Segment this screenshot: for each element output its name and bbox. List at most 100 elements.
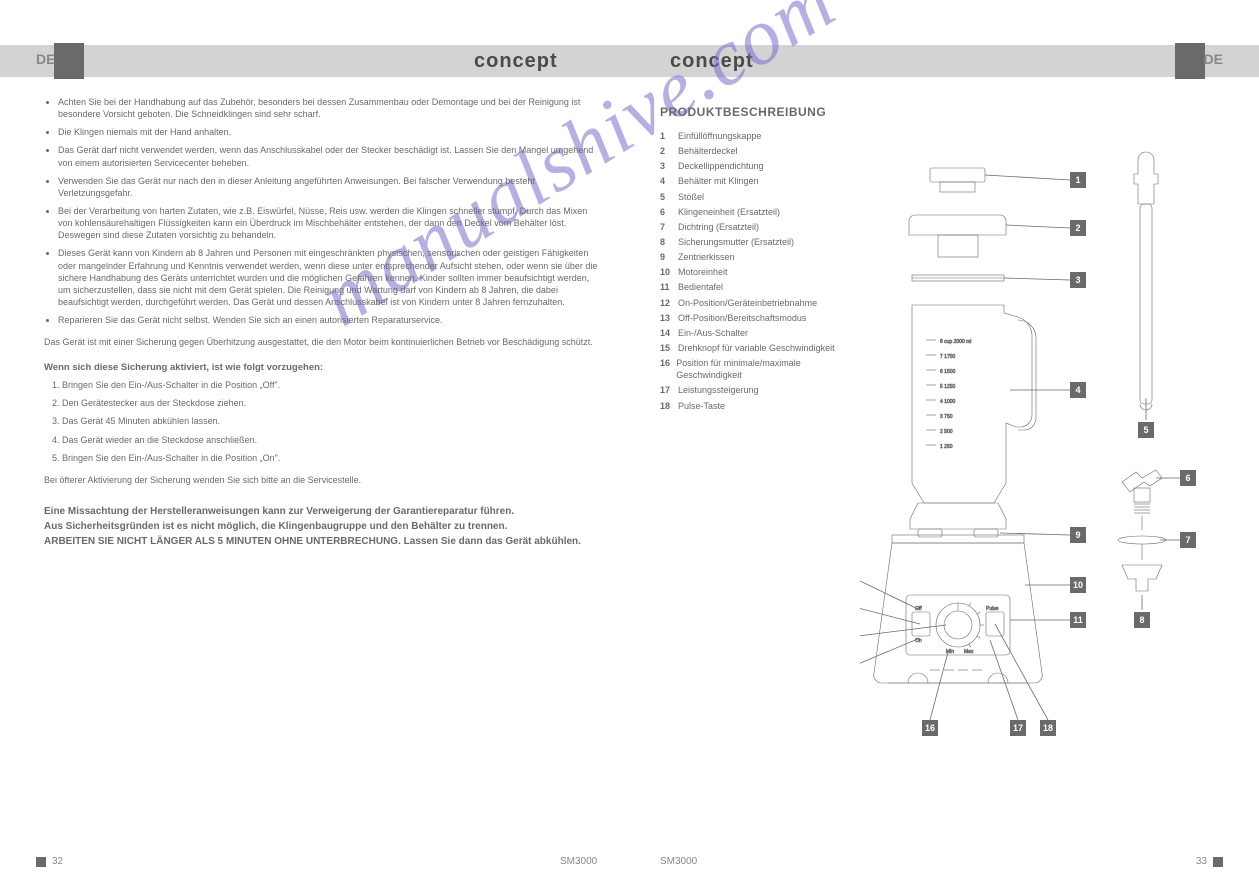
safety-bullet: Das Gerät darf nicht verwendet werden, w… — [58, 144, 604, 168]
legend-key: 9 — [660, 251, 678, 263]
legend-row: 15Drehknopf für variable Geschwindigkeit — [660, 342, 850, 354]
fuse-step: Bringen Sie den Ein-/Aus-Schalter in die… — [62, 452, 604, 464]
legend-key: 6 — [660, 206, 678, 218]
legend-key: 11 — [660, 281, 678, 293]
legend-value: Zentrierkissen — [678, 251, 735, 263]
legend-key: 2 — [660, 145, 678, 157]
legend-value: Motoreinheit — [678, 266, 728, 278]
legend-key: 3 — [660, 160, 678, 172]
svg-text:2: 2 — [1075, 223, 1080, 233]
legend-row: 5Stößel — [660, 191, 850, 203]
legend-key: 5 — [660, 191, 678, 203]
svg-text:4 1000: 4 1000 — [940, 399, 956, 405]
svg-text:Pulse: Pulse — [986, 606, 999, 612]
header-square-left — [54, 43, 84, 79]
legend-value: Ein-/Aus-Schalter — [678, 327, 748, 339]
legend-value: Stößel — [678, 191, 704, 203]
warning-line: Eine Missachtung der Herstelleranweisung… — [44, 504, 604, 519]
header-bar: concept concept — [0, 45, 1259, 77]
svg-text:2 500: 2 500 — [940, 429, 953, 435]
safety-bullet: Reparieren Sie das Gerät nicht selbst. W… — [58, 314, 604, 326]
legend-value: Leistungssteigerung — [678, 384, 759, 396]
legend-value: Dichtring (Ersatzteil) — [678, 221, 759, 233]
safety-bullet: Bei der Verarbeitung von harten Zutaten,… — [58, 205, 604, 241]
svg-text:3: 3 — [1075, 275, 1080, 285]
legend-key: 16 — [660, 357, 676, 381]
legend-value: Klingeneinheit (Ersatzteil) — [678, 206, 780, 218]
legend-row: 12On-Position/Geräteinbetriebnahme — [660, 297, 850, 309]
legend-value: Deckellippendichtung — [678, 160, 764, 172]
legend-row: 8Sicherungsmutter (Ersatzteil) — [660, 236, 850, 248]
legend-row: 18Pulse-Taste — [660, 400, 850, 412]
safety-bullets: Achten Sie bei der Handhabung auf das Zu… — [44, 96, 604, 326]
legend-row: 11Bedientafel — [660, 281, 850, 293]
legend-row: 2Behälterdeckel — [660, 145, 850, 157]
legend-row: 14Ein-/Aus-Schalter — [660, 327, 850, 339]
left-page: Achten Sie bei der Handhabung auf das Zu… — [44, 96, 604, 549]
legend-value: Behälterdeckel — [678, 145, 738, 157]
safety-bullet: Die Klingen niemals mit der Hand anhalte… — [58, 126, 604, 138]
legend-row: 6Klingeneinheit (Ersatzteil) — [660, 206, 850, 218]
legend-key: 17 — [660, 384, 678, 396]
svg-text:10: 10 — [1073, 580, 1083, 590]
legend-key: 8 — [660, 236, 678, 248]
brand-left: concept — [474, 48, 558, 75]
svg-text:16: 16 — [925, 723, 935, 733]
brand-right: concept — [670, 48, 754, 75]
svg-text:18: 18 — [1043, 723, 1053, 733]
legend-value: Sicherungsmutter (Ersatzteil) — [678, 236, 794, 248]
svg-text:1 250: 1 250 — [940, 444, 953, 450]
svg-text:4: 4 — [1075, 385, 1080, 395]
legend-key: 4 — [660, 175, 678, 187]
footer-square-left — [36, 857, 46, 867]
lang-left: DE — [36, 50, 55, 69]
legend-value: On-Position/Geräteinbetriebnahme — [678, 297, 817, 309]
legend-value: Off-Position/Bereitschaftsmodus — [678, 312, 806, 324]
safety-bullet: Achten Sie bei der Handhabung auf das Zu… — [58, 96, 604, 120]
right-title: PRODUKTBESCHREIBUNG — [660, 104, 1220, 120]
warnings: Eine Missachtung der Herstelleranweisung… — [44, 504, 604, 549]
svg-text:Max: Max — [964, 649, 974, 655]
svg-text:8: 8 — [1139, 615, 1144, 625]
safety-bullet: Dieses Gerät kann von Kindern ab 8 Jahre… — [58, 247, 604, 308]
legend-value: Pulse-Taste — [678, 400, 725, 412]
legend-row: 17Leistungssteigerung — [660, 384, 850, 396]
legend-row: 7Dichtring (Ersatzteil) — [660, 221, 850, 233]
svg-text:5: 5 — [1143, 425, 1148, 435]
svg-text:3 750: 3 750 — [940, 414, 953, 420]
legend-key: 10 — [660, 266, 678, 278]
legend-key: 13 — [660, 312, 678, 324]
legend-row: 16Position für minimale/maximale Geschwi… — [660, 357, 850, 381]
exploded-diagram: 8 cup 2000 ml 7 1750 6 1500 5 1250 4 100… — [860, 140, 1240, 760]
svg-text:7: 7 — [1185, 535, 1190, 545]
fuse-steps: Bringen Sie den Ein-/Aus-Schalter in die… — [44, 379, 604, 464]
right-page: PRODUKTBESCHREIBUNG — [660, 104, 1220, 132]
fuse-step: Das Gerät 45 Minuten abkühlen lassen. — [62, 415, 604, 427]
svg-text:8 cup 2000 ml: 8 cup 2000 ml — [940, 339, 971, 345]
svg-text:6: 6 — [1185, 473, 1190, 483]
parts-legend: 1Einfüllöffnungskappe2Behälterdeckel3Dec… — [660, 130, 850, 415]
svg-text:1: 1 — [1075, 175, 1080, 185]
lang-right: DE — [1204, 50, 1223, 69]
fuse-step: Den Gerätestecker aus der Steckdose zieh… — [62, 397, 604, 409]
legend-value: Behälter mit Klingen — [678, 175, 759, 187]
svg-text:6 1500: 6 1500 — [940, 369, 956, 375]
legend-key: 1 — [660, 130, 678, 142]
warning-line: ARBEITEN SIE NICHT LÄNGER ALS 5 MINUTEN … — [44, 534, 604, 549]
svg-text:17: 17 — [1013, 723, 1023, 733]
fuse-step: Das Gerät wieder an die Steckdose anschl… — [62, 434, 604, 446]
svg-text:9: 9 — [1075, 530, 1080, 540]
legend-row: 1Einfüllöffnungskappe — [660, 130, 850, 142]
thermal-note: Das Gerät ist mit einer Sicherung gegen … — [44, 336, 604, 348]
fuse-step: Bringen Sie den Ein-/Aus-Schalter in die… — [62, 379, 604, 391]
fuse-tail: Bei öfterer Aktivierung der Sicherung we… — [44, 474, 604, 486]
page-number-right: 33 — [1196, 855, 1207, 869]
footer-square-right — [1213, 857, 1223, 867]
legend-key: 14 — [660, 327, 678, 339]
legend-key: 15 — [660, 342, 678, 354]
header-square-right — [1175, 43, 1205, 79]
legend-row: 13Off-Position/Bereitschaftsmodus — [660, 312, 850, 324]
legend-row: 3Deckellippendichtung — [660, 160, 850, 172]
model-code-left: SM3000 — [560, 855, 597, 869]
legend-value: Position für minimale/maximale Geschwind… — [676, 357, 850, 381]
